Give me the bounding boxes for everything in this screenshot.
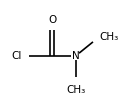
Text: CH₃: CH₃ xyxy=(66,85,85,95)
Text: CH₃: CH₃ xyxy=(99,32,118,42)
Text: Cl: Cl xyxy=(11,51,22,61)
Text: N: N xyxy=(72,51,79,61)
Text: O: O xyxy=(48,15,56,25)
